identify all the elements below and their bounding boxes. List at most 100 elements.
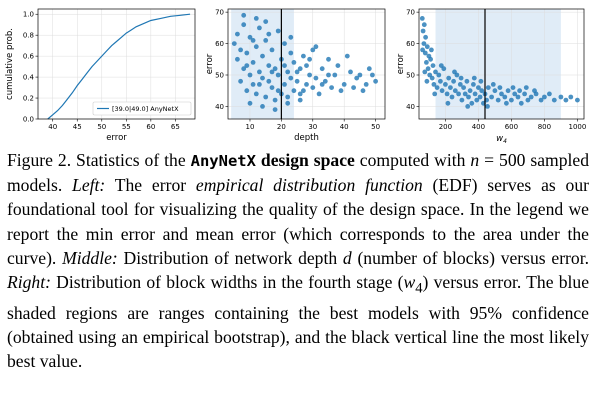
scatter-point xyxy=(285,69,291,75)
caption-design-space: design space xyxy=(255,150,355,170)
scatter-point xyxy=(471,75,477,81)
y-tick-label: 0.6 xyxy=(23,53,35,61)
scatter-point xyxy=(448,85,453,90)
scatter-point xyxy=(462,91,468,97)
scatter-point xyxy=(282,82,287,87)
scatter-point xyxy=(241,12,247,18)
scatter-point xyxy=(446,75,452,81)
x-axis-label: error xyxy=(106,133,127,143)
x-tick-label: 10 xyxy=(246,123,255,131)
scatter-point xyxy=(422,50,428,56)
scatter-point xyxy=(563,97,569,103)
y-tick-label: 0.8 xyxy=(23,32,34,40)
x-axis-label-sub: 4 xyxy=(503,138,507,145)
scatter-point xyxy=(425,66,431,72)
scatter-point xyxy=(421,41,427,46)
y-tick-label: 40 xyxy=(215,103,224,111)
scatter-point xyxy=(434,85,440,90)
scatter-point xyxy=(465,104,471,109)
scatter-point xyxy=(424,44,430,50)
caption-w-sub: 4 xyxy=(415,280,423,297)
scatter-point xyxy=(326,56,331,62)
scatter-point xyxy=(433,69,438,75)
scatter-point xyxy=(430,63,436,68)
scatter-point xyxy=(538,97,544,103)
scatter-point xyxy=(532,88,537,94)
scatter-point xyxy=(477,94,483,100)
x-tick-label: 400 xyxy=(472,123,485,131)
scatter-point xyxy=(269,47,275,53)
chart-panel-3: 200 400 600 800 1000 40 50 60 70 w4 error xyxy=(396,9,586,145)
scatter-point xyxy=(436,72,442,78)
scatter-point xyxy=(263,38,269,43)
scatter-point xyxy=(421,22,427,28)
scatter-point xyxy=(439,88,445,94)
scatter-point xyxy=(241,22,247,28)
scatter-point xyxy=(247,34,253,40)
scatter-point xyxy=(272,107,278,112)
scatter-point xyxy=(282,41,287,46)
scatter-point xyxy=(304,82,309,87)
scatter-point xyxy=(466,94,471,100)
scatter-point xyxy=(297,66,303,72)
scatter-point xyxy=(525,97,531,103)
scatter-point xyxy=(250,38,256,43)
scatter-point xyxy=(291,60,297,65)
scatter-point xyxy=(510,85,516,90)
scatter-point xyxy=(288,75,294,81)
scatter-point xyxy=(515,94,521,100)
scatter-point xyxy=(444,91,450,97)
scatter-point xyxy=(269,69,275,75)
scatter-point xyxy=(424,78,430,84)
scatter-point xyxy=(301,53,306,59)
scatter-point xyxy=(490,82,496,87)
caption-text: ) versus error. The blue shaded regions … xyxy=(7,272,590,372)
x-tick-label: 1000 xyxy=(568,123,586,131)
scatter-point xyxy=(451,78,456,84)
scatter-point xyxy=(492,88,498,94)
scatter-point xyxy=(301,88,306,94)
scatter-point xyxy=(304,63,309,68)
caption-text: The error xyxy=(105,175,196,196)
scatter-point xyxy=(253,91,259,97)
scatter-point xyxy=(542,94,547,100)
scatter-point xyxy=(250,60,256,65)
chart-panel-2: 10 20 30 40 50 40 50 60 70 depth error xyxy=(205,9,386,143)
scatter-point xyxy=(247,100,253,106)
scatter-point xyxy=(505,88,511,94)
x-tick-label: 60 xyxy=(146,123,155,131)
scatter-point xyxy=(474,97,480,103)
scatter-point xyxy=(485,104,490,109)
figure-caption: Figure 2. Statistics of the AnyNetX desi… xyxy=(7,148,589,373)
scatter-point xyxy=(257,25,262,31)
caption-text: Distribution of network depth xyxy=(117,247,343,268)
scatter-point xyxy=(423,34,428,40)
y-tick-label: 0.2 xyxy=(23,95,34,103)
scatter-point xyxy=(332,72,338,78)
scatter-point xyxy=(438,63,444,68)
scatter-point xyxy=(438,78,443,84)
x-axis-label-w: w xyxy=(496,134,503,144)
scatter-point xyxy=(266,78,272,84)
caption-text: (EDF) serves as our foundational tool fo… xyxy=(7,175,589,268)
scatter-point xyxy=(523,85,529,90)
scatter-point xyxy=(266,31,272,37)
scatter-point xyxy=(257,69,262,75)
scatter-point xyxy=(235,56,240,62)
scatter-point xyxy=(307,72,312,78)
scatter-point xyxy=(528,94,534,100)
scatter-point xyxy=(244,63,250,68)
scatter-point xyxy=(238,47,244,53)
scatter-point xyxy=(518,100,524,106)
scatter-point xyxy=(319,82,325,87)
scatter-point xyxy=(558,94,564,100)
y-tick-label: 40 xyxy=(406,103,415,111)
scatter-point xyxy=(424,60,429,65)
scatter-point xyxy=(479,88,485,94)
scatter-point xyxy=(422,69,428,75)
scatter-point xyxy=(420,47,425,53)
scatter-point xyxy=(551,97,557,103)
scatter-point xyxy=(502,94,508,100)
x-tick-label: 50 xyxy=(371,123,380,131)
axes-frame xyxy=(418,8,585,120)
